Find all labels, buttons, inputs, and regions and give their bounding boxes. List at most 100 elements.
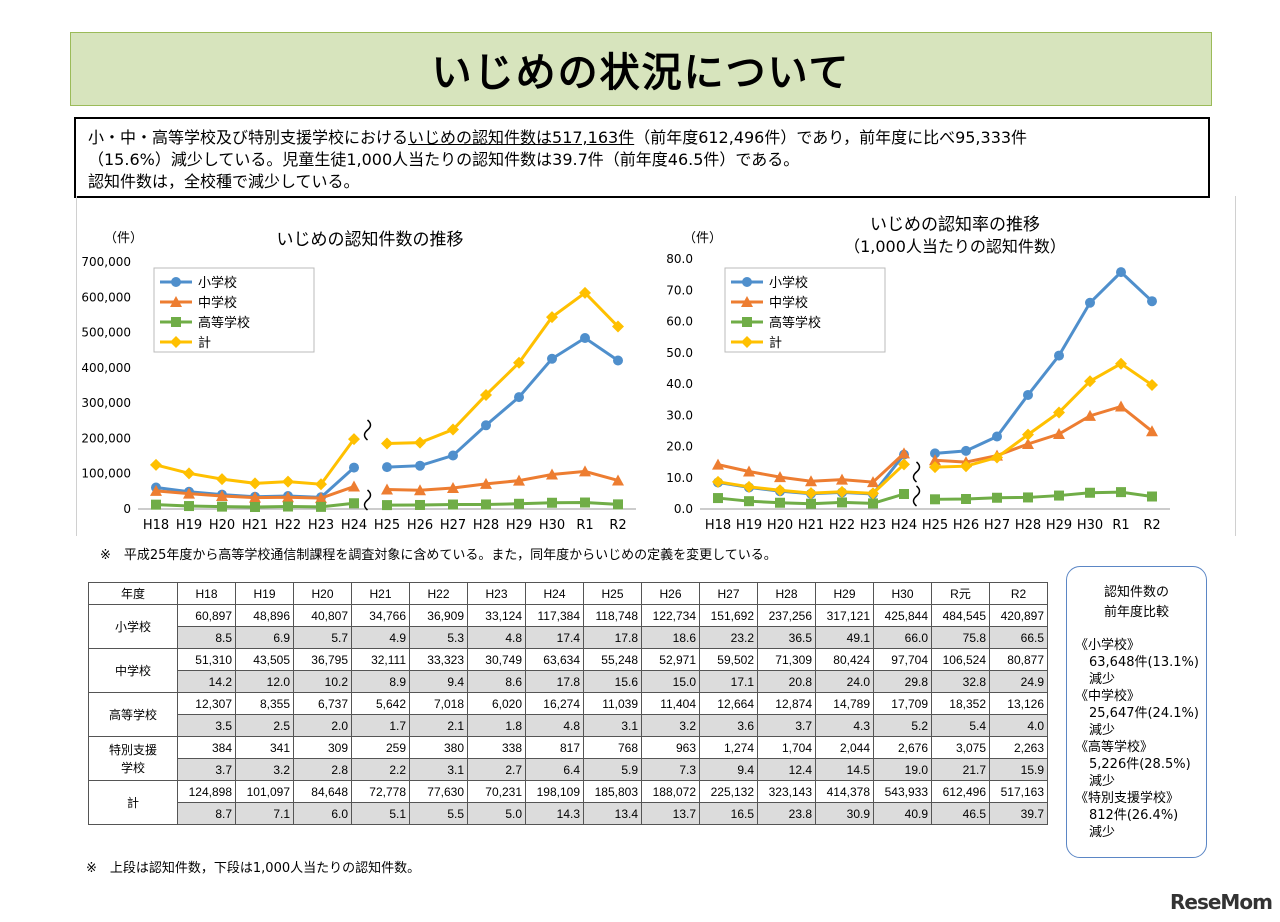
table-row: 14.2 12.0 10.2 8.9 9.4 8.6 17.8 15.6 15.0 17.1 20.… bbox=[89, 670, 1048, 693]
table-row: 高等学校 12,307 8,355 6,737 5,642 7,018 6,020 16,27… bbox=[88, 692, 1048, 737]
table-count-cell: 12,307 bbox=[177, 692, 236, 715]
data-point bbox=[580, 497, 590, 508]
table-count-cell: 80,877 bbox=[989, 648, 1048, 671]
data-point bbox=[805, 487, 817, 500]
data-point bbox=[150, 484, 162, 496]
data-point bbox=[1054, 350, 1064, 361]
data-point bbox=[183, 467, 195, 480]
comparison-heading: 認知件数の 前年度比較 bbox=[1067, 583, 1206, 623]
x-tick-label: H26 bbox=[407, 518, 433, 533]
comparison-status: 減少 bbox=[1089, 723, 1116, 738]
table-count-cell: 317,121 bbox=[815, 604, 874, 627]
table-count-cell: 118,748 bbox=[583, 604, 642, 627]
table-count-cell: 40,807 bbox=[293, 604, 352, 627]
summary-line-3: 認知件数は，全校種で減少している。 bbox=[88, 172, 360, 191]
table-count-cell: 48,896 bbox=[235, 604, 294, 627]
table-count-cell: 420,897 bbox=[989, 604, 1048, 627]
data-point bbox=[282, 475, 294, 488]
series-line bbox=[934, 490, 1153, 501]
data-point bbox=[992, 492, 1002, 503]
data-point bbox=[514, 392, 524, 403]
table-count-cell: 18,352 bbox=[931, 692, 990, 715]
data-point bbox=[283, 501, 293, 512]
legend-label: 高等学校 bbox=[198, 315, 250, 331]
y-tick-label: 700,000 bbox=[81, 255, 131, 269]
comparison-value: 25,647件(24.1%) bbox=[1089, 706, 1199, 721]
data-point bbox=[775, 497, 785, 508]
table-count-cell: 309 bbox=[293, 736, 352, 759]
summary-box: 小・中・高等学校及び特別支援学校におけるいじめの認知件数は517,163件（前年… bbox=[74, 117, 1210, 198]
legend-label: 小学校 bbox=[769, 275, 808, 291]
data-point bbox=[448, 499, 458, 510]
table-count-cell: 484,545 bbox=[931, 604, 990, 627]
y-tick-label: 20.0 bbox=[666, 440, 693, 454]
table-count-cell: 84,648 bbox=[293, 780, 352, 803]
comparison-status: 減少 bbox=[1089, 774, 1116, 789]
table-rate-cell: 46.5 bbox=[931, 802, 990, 825]
table-row-label-line: 特別支援 bbox=[108, 742, 157, 757]
table-rate-cell: 66.0 bbox=[873, 626, 932, 649]
x-tick-label: H22 bbox=[275, 518, 301, 533]
table-rate-cell: 30.9 bbox=[815, 802, 874, 825]
comparison-value: 5,226件(28.5%) bbox=[1089, 757, 1191, 772]
x-tick-label: H21 bbox=[798, 518, 824, 533]
table-year-header: H29 bbox=[815, 582, 874, 605]
table-rate-cell: 29.8 bbox=[873, 670, 932, 693]
x-tick-label: H20 bbox=[209, 518, 235, 533]
data-point bbox=[774, 471, 786, 483]
table-rate-cell: 75.8 bbox=[931, 626, 990, 649]
data-point bbox=[867, 476, 879, 488]
table-count-cell: 70,231 bbox=[467, 780, 526, 803]
data-point bbox=[547, 353, 557, 364]
x-tick-label: H18 bbox=[143, 518, 169, 533]
data-point bbox=[1084, 375, 1096, 388]
chart-title: いじめの認知率の推移 bbox=[870, 215, 1040, 235]
resemom-logo: ReseMom bbox=[1170, 890, 1273, 914]
table-rate-cell: 66.5 bbox=[989, 626, 1048, 649]
data-point bbox=[961, 445, 971, 456]
table-header-row: 年度 H18 H19 H20 H21 H22 H23 H24 H25 H26 H27 H28 H29 H… bbox=[88, 582, 1048, 605]
table-rate-cell: 15.6 bbox=[583, 670, 642, 693]
table-rate-cell: 20.8 bbox=[757, 670, 816, 693]
table-row-label-line: 学校 bbox=[120, 760, 145, 775]
data-point bbox=[348, 480, 360, 492]
table-rate-cell: 2.0 bbox=[293, 714, 352, 737]
data-point bbox=[513, 474, 525, 486]
table-row: 小学校 60,897 48,896 40,807 34,766 36,909 33,124 1… bbox=[88, 604, 1048, 649]
summary-text: 小・中・高等学校及び特別支援学校における bbox=[88, 128, 409, 147]
table-count-cell: 384 bbox=[177, 736, 236, 759]
table-count-cell: 237,256 bbox=[757, 604, 816, 627]
data-point bbox=[1147, 491, 1157, 502]
table-count-cell: 1,704 bbox=[757, 736, 816, 759]
y-tick-label: 0 bbox=[123, 502, 131, 516]
summary-highlight: いじめの認知件数は517,163件 bbox=[408, 128, 635, 147]
series-line bbox=[386, 469, 619, 492]
data-point bbox=[447, 482, 459, 494]
data-point bbox=[1146, 378, 1158, 391]
x-tick-label: H26 bbox=[953, 518, 979, 533]
data-point bbox=[216, 490, 228, 502]
data-point bbox=[349, 498, 359, 509]
table-header-label: 年度 bbox=[88, 582, 178, 605]
table-rate-cell: 16.5 bbox=[699, 802, 758, 825]
table-rate-cell: 17.8 bbox=[525, 670, 584, 693]
data-point bbox=[249, 491, 261, 503]
x-tick-label: H28 bbox=[473, 518, 499, 533]
legend-label: 中学校 bbox=[198, 295, 237, 311]
data-point bbox=[898, 458, 910, 471]
table-row-label: 小学校 bbox=[88, 604, 178, 649]
chart-footnote: ※ 平成25年度から高等学校通信制課程を調査対象に含めている。また，同年度からい… bbox=[100, 548, 777, 563]
comparison-heading-line: 認知件数の bbox=[1103, 585, 1169, 600]
table-year-header: H22 bbox=[409, 582, 468, 605]
table-rate-cell: 5.2 bbox=[873, 714, 932, 737]
comparison-box: 認知件数の 前年度比較 《小学校》 63,648件(13.1%) 減少 《中学校》 25… bbox=[1066, 566, 1207, 858]
table-rate-cell: 7.3 bbox=[641, 758, 700, 781]
x-tick-label: R2 bbox=[609, 518, 626, 533]
table-count-cell: 341 bbox=[235, 736, 294, 759]
y-tick-label: 600,000 bbox=[81, 290, 131, 304]
data-point bbox=[1022, 438, 1034, 449]
table-rate-cell: 49.1 bbox=[815, 626, 874, 649]
table-rate-cell: 5.4 bbox=[931, 714, 990, 737]
x-tick-label: R1 bbox=[576, 518, 593, 533]
data-point bbox=[836, 473, 848, 485]
